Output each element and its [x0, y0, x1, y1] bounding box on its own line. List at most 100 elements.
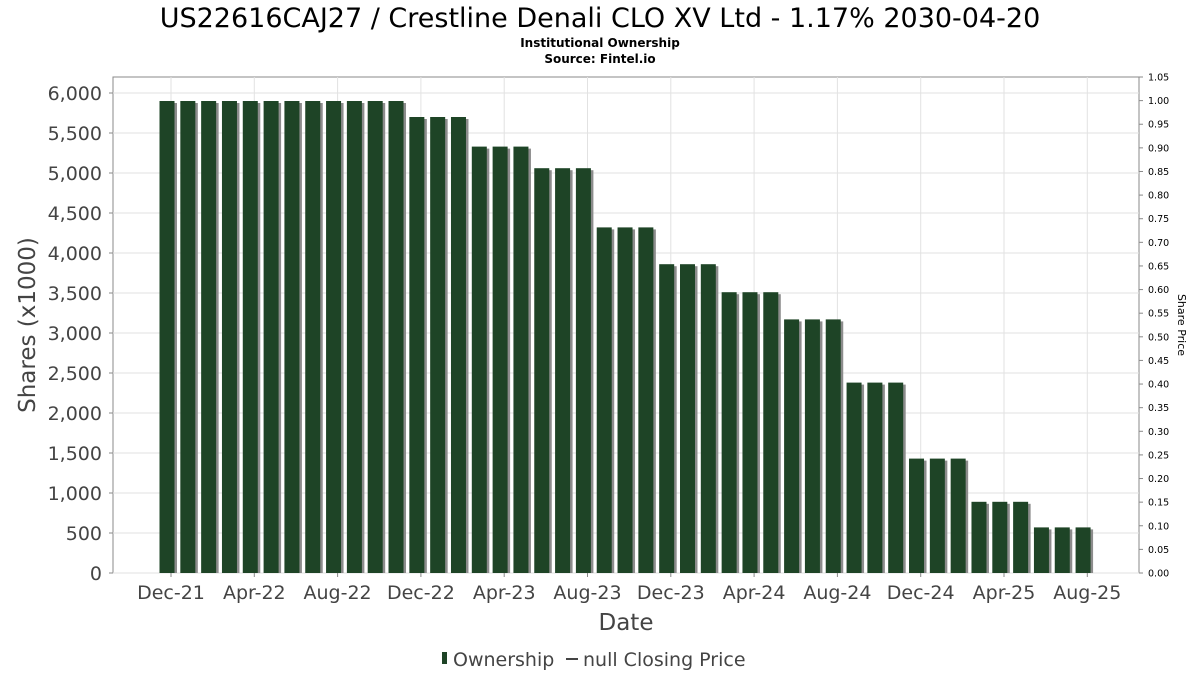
ownership-bar: [1033, 527, 1049, 573]
x-tick-label: Aug-25: [1053, 582, 1121, 604]
x-tick-label: Dec-23: [637, 582, 705, 604]
ownership-bar: [638, 227, 654, 573]
ownership-bar: [700, 264, 716, 573]
x-tick-label: Dec-24: [887, 582, 955, 604]
ownership-bar: [492, 146, 508, 573]
ownership-bar: [284, 101, 300, 573]
y-tick-label: 0: [90, 563, 102, 585]
ownership-bar: [784, 319, 800, 573]
y-tick-label: 3,000: [48, 323, 102, 345]
y2-tick-label: 0.70: [1148, 238, 1169, 249]
x-tick-label: Dec-22: [387, 582, 455, 604]
ownership-bar: [201, 101, 217, 573]
ownership-bar: [263, 101, 279, 573]
y-tick-label: 1,000: [48, 483, 102, 505]
ownership-bar: [888, 382, 904, 573]
y2-tick-label: 0.65: [1148, 261, 1169, 272]
y2-tick-label: 0.15: [1148, 498, 1169, 509]
ownership-bar: [409, 117, 425, 573]
y2-tick-label: 0.25: [1148, 450, 1169, 461]
ownership-bar: [242, 101, 258, 573]
y-tick-label: 6,000: [48, 83, 102, 105]
y2-tick-label: 0.80: [1148, 191, 1169, 202]
ownership-bar: [929, 458, 945, 573]
ownership-bar: [680, 264, 695, 573]
ownership-bar: [971, 501, 987, 573]
y2-tick-label: 0.85: [1148, 167, 1169, 178]
ownership-bar: [721, 292, 737, 573]
y-tick-label: 2,000: [48, 403, 102, 425]
ownership-bar: [346, 101, 362, 573]
legend-label-ownership: Ownership: [453, 649, 554, 671]
ownership-bar: [534, 168, 550, 573]
y2-axis-ticks: 0.00 0.05 0.10 0.15 0.20 0.25 0.30 0.35 0.40 0.45…: [1139, 73, 1169, 580]
y2-tick-label: 0.55: [1148, 309, 1169, 320]
bar-series-ownership: [159, 101, 1094, 573]
y2-tick-label: 0.40: [1148, 380, 1169, 391]
y2-tick-label: 1.00: [1148, 96, 1169, 107]
y2-tick-label: 0.90: [1148, 143, 1169, 154]
ownership-bar: [159, 101, 175, 573]
x-tick-label: Aug-23: [553, 582, 621, 604]
x-tick-label: Dec-21: [137, 582, 205, 604]
ownership-bar: [180, 101, 196, 573]
y-tick-label: 2,500: [48, 363, 102, 385]
ownership-bar: [763, 292, 779, 573]
ownership-bar: [846, 382, 862, 573]
ownership-bar: [742, 292, 758, 573]
y2-tick-label: 0.45: [1148, 356, 1169, 367]
x-tick-label: Aug-22: [304, 582, 372, 604]
ownership-bar: [471, 146, 487, 573]
y2-tick-label: 0.30: [1148, 427, 1169, 438]
ownership-bar: [804, 319, 820, 573]
x-tick-label: Apr-23: [473, 582, 536, 604]
ownership-bar: [1075, 527, 1091, 573]
ownership-bar: [367, 101, 383, 573]
ownership-bar: [617, 227, 633, 573]
x-tick-label: Apr-25: [973, 582, 1036, 604]
y2-tick-label: 1.05: [1148, 73, 1169, 84]
legend: Ownership null Closing Price: [442, 649, 746, 671]
ownership-bar: [221, 101, 237, 573]
y2-tick-label: 0.60: [1148, 285, 1169, 296]
y2-tick-label: 0.95: [1148, 120, 1169, 131]
y-tick-label: 5,500: [48, 123, 102, 145]
chart-title: US22616CAJ27 / Crestline Denali CLO XV L…: [160, 3, 1041, 34]
ownership-bar: [909, 458, 925, 573]
y-axis-ticks: 0 500 1,000 1,500 2,000 2,500 3,000 3,500 4,000 4…: [48, 83, 113, 585]
y2-tick-label: 0.05: [1148, 545, 1169, 556]
ownership-bar: [1054, 527, 1070, 573]
ownership-bar: [1013, 501, 1029, 573]
ownership-bar: [326, 101, 342, 573]
ownership-bar: [430, 117, 446, 573]
legend-swatch-ownership: [442, 652, 447, 664]
x-tick-label: Aug-24: [803, 582, 871, 604]
ownership-bar: [555, 168, 571, 573]
x-tick-label: Apr-22: [223, 582, 286, 604]
y-tick-label: 1,500: [48, 443, 102, 465]
ownership-bar: [513, 146, 529, 573]
y2-tick-label: 0.10: [1148, 521, 1169, 532]
ownership-bar: [867, 382, 883, 573]
y-tick-label: 5,000: [48, 163, 102, 185]
y2-axis-label: Share Price: [1175, 294, 1188, 356]
x-axis-ticks: Dec-21 Apr-22 Aug-22 Dec-22 Apr-23 Aug-23 Dec-…: [137, 573, 1121, 604]
x-axis-label: Date: [599, 610, 654, 636]
ownership-bar: [450, 117, 466, 573]
y-tick-label: 4,500: [48, 203, 102, 225]
y-axis-label: Shares (x1000): [15, 237, 41, 413]
y2-tick-label: 0.20: [1148, 474, 1169, 485]
ownership-bar: [305, 101, 321, 573]
ownership-bar: [596, 227, 612, 573]
ownership-bar: [950, 458, 966, 573]
y2-tick-label: 0.35: [1148, 403, 1169, 414]
ownership-bar: [659, 264, 675, 573]
x-tick-label: Apr-24: [723, 582, 786, 604]
y-tick-label: 500: [66, 523, 102, 545]
chart-subtitle-1: Institutional Ownership: [520, 36, 680, 50]
y2-tick-label: 0.50: [1148, 332, 1169, 343]
chart-subtitle-2: Source: Fintel.io: [544, 52, 655, 66]
ownership-bar: [388, 101, 404, 573]
y2-tick-label: 0.00: [1148, 569, 1169, 580]
